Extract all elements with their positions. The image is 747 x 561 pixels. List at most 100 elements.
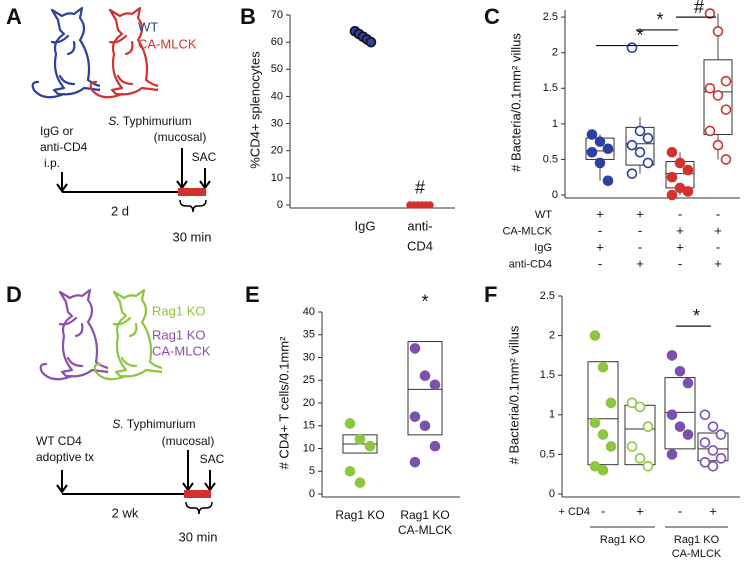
- significance-label: *: [693, 306, 700, 326]
- y-tick-label: 70: [271, 9, 283, 21]
- condition-label: CA-MLCK: [502, 225, 552, 237]
- organism-species: Typhimurium: [123, 114, 192, 128]
- data-point: [682, 429, 694, 440]
- y-tick-label: 40: [271, 90, 283, 102]
- data-point: [707, 460, 719, 472]
- challenge-label: (mucosal): [154, 130, 207, 144]
- y-axis-label: %CD4+ splenocytes: [247, 51, 262, 169]
- data-point: [674, 421, 686, 432]
- data-point: [666, 449, 678, 460]
- data-point: [605, 441, 617, 452]
- y-tick-label: 10: [303, 442, 315, 454]
- data-point: [429, 440, 441, 452]
- data-point: [419, 370, 431, 382]
- y-axis-label: # CD4+ T cells/0.1mm²: [276, 336, 291, 469]
- data-point: [597, 464, 609, 476]
- data-point: [682, 164, 694, 176]
- condition-sign: -: [638, 223, 642, 238]
- condition-sign: -: [716, 239, 720, 254]
- treatment-label: i.p.: [44, 156, 60, 170]
- data-point: [589, 417, 601, 429]
- condition-sign: +: [709, 503, 717, 518]
- box: [703, 59, 733, 136]
- panel-label: B: [240, 4, 256, 29]
- duration-label: 30 min: [178, 529, 217, 544]
- y-tick-label: 1: [549, 409, 555, 421]
- treatment-label: WT CD4: [36, 434, 82, 448]
- data-point: [626, 139, 638, 151]
- rat-icon: [39, 288, 108, 381]
- condition-sign: -: [598, 256, 602, 271]
- y-axis-label: # Bacteria/0.1mm² villus: [506, 325, 521, 464]
- data-point: [634, 147, 646, 158]
- challenge-window: [184, 490, 211, 498]
- panel-label: D: [6, 282, 22, 307]
- group-label: Rag1 KO: [600, 534, 646, 546]
- interval-label: 2 wk: [112, 505, 139, 520]
- condition-sign: -: [598, 223, 602, 238]
- y-tick-label: 0.5: [540, 448, 555, 460]
- data-point: [642, 421, 654, 432]
- significance-label: *: [421, 292, 428, 312]
- data-point: [720, 75, 732, 87]
- data-point: [589, 330, 601, 341]
- legend-label: Rag1 KO: [152, 303, 205, 318]
- condition-sign: +: [676, 223, 684, 238]
- y-tick-label: 50: [271, 63, 283, 75]
- treatment-label: IgG or: [40, 124, 73, 138]
- condition-sign: +: [676, 239, 684, 254]
- data-point: [674, 365, 686, 377]
- y-tick-label: 2.5: [540, 290, 555, 302]
- y-tick-label: 20: [303, 397, 315, 409]
- data-point: [344, 418, 356, 429]
- panel-label: A: [6, 4, 22, 29]
- data-point: [354, 477, 366, 488]
- data-point: [597, 429, 609, 440]
- box: [407, 341, 443, 436]
- y-tick-label: 30: [303, 351, 315, 363]
- data-point: [704, 8, 716, 19]
- y-tick-label: 0: [277, 199, 283, 211]
- data-point: [699, 409, 711, 421]
- data-point: [712, 90, 724, 101]
- data-point: [642, 460, 654, 472]
- y-tick-label: 15: [303, 420, 315, 432]
- group-label: Rag1 KO: [674, 534, 720, 546]
- organism-genus: S.: [108, 114, 119, 128]
- data-point: [364, 440, 376, 452]
- data-point: [634, 401, 646, 413]
- data-point: [642, 157, 654, 169]
- y-tick-label: 0.5: [543, 153, 558, 165]
- x-tick-label: CA-MLCK: [398, 523, 452, 537]
- condition-sign: -: [678, 206, 682, 221]
- condition-sign: +: [596, 206, 604, 221]
- y-tick-label: 30: [271, 117, 283, 129]
- data-point: [712, 26, 724, 37]
- treatment-label: adoptive tx: [36, 450, 94, 464]
- data-point: [666, 350, 678, 361]
- data-point: [409, 456, 421, 468]
- y-tick-label: 1.5: [543, 82, 558, 94]
- y-tick-label: 0: [309, 488, 315, 500]
- data-point: [602, 175, 614, 187]
- x-tick-label: anti-: [407, 218, 432, 233]
- data-point: [586, 147, 598, 158]
- data-point: [594, 136, 606, 147]
- challenge-window: [178, 188, 206, 196]
- data-point: [720, 154, 732, 165]
- condition-label: anti-CD4: [509, 258, 552, 270]
- data-point: [720, 104, 732, 115]
- data-point: [707, 421, 719, 432]
- legend-label: Rag1 KO: [152, 327, 205, 342]
- y-tick-label: 40: [303, 306, 315, 318]
- data-point: [409, 343, 421, 354]
- x-tick-label: Rag1 KO: [400, 508, 449, 522]
- data-point: [586, 129, 598, 140]
- panel-label: F: [484, 282, 497, 307]
- end-label: SAC: [200, 452, 225, 466]
- data-point: [605, 397, 617, 409]
- data-point: [626, 42, 638, 54]
- legend-label: CA-MLCK: [152, 343, 211, 358]
- significance-label: *: [636, 25, 643, 45]
- data-point: [699, 437, 711, 448]
